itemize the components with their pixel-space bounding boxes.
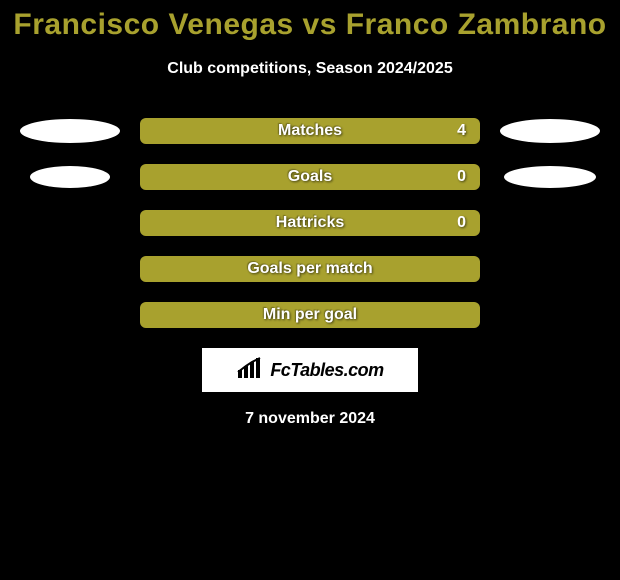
- stat-row: Min per goal: [0, 302, 620, 328]
- right-ellipse-slot: [480, 119, 620, 143]
- left-ellipse-slot: [0, 119, 140, 143]
- player-left-marker: [20, 119, 120, 143]
- brand-chart-icon: [236, 356, 264, 385]
- stat-row: Matches 4: [0, 118, 620, 144]
- stat-bar: Hattricks 0: [140, 210, 480, 236]
- stat-value: 0: [457, 214, 466, 232]
- page-title: Francisco Venegas vs Franco Zambrano: [0, 0, 620, 42]
- left-ellipse-slot: [0, 166, 140, 188]
- brand-text: FcTables.com: [270, 360, 383, 381]
- stat-label: Goals: [288, 168, 332, 186]
- subtitle: Club competitions, Season 2024/2025: [0, 60, 620, 78]
- player-left-marker: [30, 166, 110, 188]
- brand-badge: FcTables.com: [202, 348, 418, 392]
- stat-bar: Matches 4: [140, 118, 480, 144]
- stat-row: Goals per match: [0, 256, 620, 282]
- stat-bar: Goals per match: [140, 256, 480, 282]
- stat-value: 0: [457, 168, 466, 186]
- stat-row: Hattricks 0: [0, 210, 620, 236]
- right-ellipse-slot: [480, 166, 620, 188]
- comparison-infographic: Francisco Venegas vs Franco Zambrano Clu…: [0, 0, 620, 428]
- player-right-marker: [504, 166, 596, 188]
- stat-row: Goals 0: [0, 164, 620, 190]
- stat-label: Goals per match: [247, 260, 372, 278]
- stats-rows: Matches 4 Goals 0 Hattricks 0 Goals per match M…: [0, 118, 620, 328]
- stat-bar: Min per goal: [140, 302, 480, 328]
- date-label: 7 november 2024: [0, 410, 620, 428]
- stat-label: Hattricks: [276, 214, 344, 232]
- player-right-marker: [500, 119, 600, 143]
- stat-label: Matches: [278, 122, 342, 140]
- stat-value: 4: [457, 122, 466, 140]
- stat-bar: Goals 0: [140, 164, 480, 190]
- stat-label: Min per goal: [263, 306, 357, 324]
